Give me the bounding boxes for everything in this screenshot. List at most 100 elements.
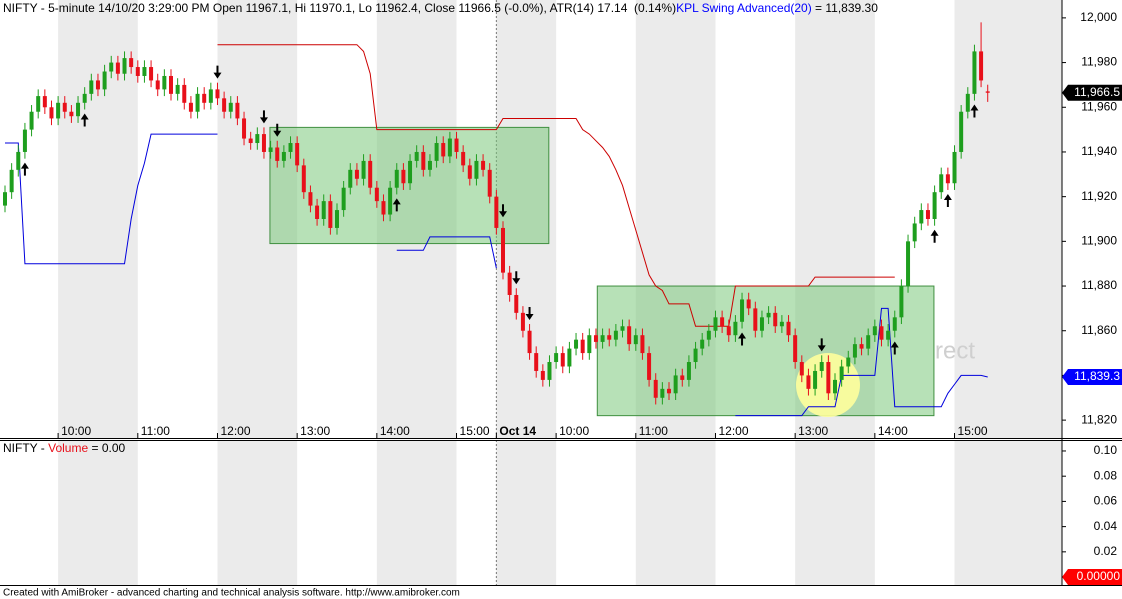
candle-body [547, 362, 552, 380]
zone-rect [269, 126, 550, 245]
y-tick-label: 11,960 [1081, 99, 1117, 113]
x-tick-label: 15:00 [460, 424, 490, 438]
candle-body [554, 353, 559, 363]
candle-body [746, 299, 751, 309]
candle-body [593, 335, 598, 342]
candle-body [952, 151, 957, 184]
candle-body [288, 143, 293, 152]
candle-body [866, 335, 871, 349]
candle-body [149, 67, 154, 81]
candle-body [162, 75, 167, 90]
candle-body [115, 62, 120, 74]
sell-arrow [499, 204, 507, 218]
pane-title: NIFTY - Volume = 0.00 [3, 441, 126, 455]
y-tick-label: 0.08 [1094, 468, 1118, 482]
candle-body [175, 84, 180, 94]
candle-body [235, 102, 240, 119]
candle-body [109, 62, 114, 72]
candle-body [939, 174, 944, 193]
price-tag-label: 11,966.5 [1074, 85, 1120, 99]
candle-body [447, 138, 452, 157]
candle-body [680, 375, 685, 380]
candle-body [255, 134, 260, 144]
candle-body [912, 223, 917, 242]
candle-body [607, 335, 612, 340]
sell-arrow [213, 65, 222, 79]
candle-body [813, 370, 818, 389]
candle-body [268, 147, 273, 152]
buy-arrow [890, 341, 899, 355]
session-shade [795, 440, 875, 585]
buy-arrow [80, 113, 89, 127]
candle-body [208, 89, 213, 103]
candle-body [852, 344, 857, 358]
candle-body [102, 71, 107, 90]
session-shade [954, 0, 1062, 438]
candle-body [454, 138, 459, 152]
candle-body [627, 326, 632, 345]
y-tick-label: 0.04 [1094, 519, 1118, 533]
candle-body [507, 272, 512, 295]
candle-body [3, 192, 7, 206]
candle-body [567, 348, 572, 367]
candle-body [155, 80, 160, 90]
x-tick-label: 11:00 [639, 424, 668, 438]
candle-body [527, 330, 532, 354]
buy-arrow [392, 198, 401, 212]
watermark: rect [935, 337, 975, 364]
buy-arrow [738, 332, 747, 346]
candle-body [713, 317, 718, 331]
candle-body [135, 67, 140, 76]
foreground-layer: 11,82011,84011,86011,88011,90011,92011,9… [3, 1, 1122, 586]
price-tag-label: 11,839.3 [1074, 369, 1120, 383]
candle-body [773, 312, 778, 327]
candle-body [686, 362, 691, 380]
candle-body [321, 201, 326, 219]
candle-body [799, 362, 804, 376]
session-shade [635, 440, 716, 585]
candle-body [514, 294, 519, 313]
candle-body [169, 75, 173, 94]
title-part: Volume [48, 441, 88, 455]
session-shade [496, 440, 557, 585]
pane-title: NIFTY - 5-minute 14/10/20 3:29:00 PM Ope… [3, 1, 878, 15]
candle-body [706, 330, 711, 340]
y-tick-label: 11,880 [1081, 278, 1117, 292]
candle-body [328, 201, 333, 228]
candle-body [839, 366, 844, 380]
candle-body [341, 187, 346, 211]
x-tick-label: 13:00 [798, 424, 828, 438]
price-tag [1062, 84, 1122, 101]
candle-body [766, 312, 771, 318]
candle-body [733, 321, 738, 336]
candle-body [520, 312, 525, 331]
candle-body [726, 326, 731, 336]
candle-body [600, 335, 605, 342]
x-tick-label: 11:00 [141, 424, 170, 438]
price-tag [1062, 569, 1122, 586]
candle-body [348, 169, 353, 188]
x-tick-label: 15:00 [958, 424, 988, 438]
candle-body [308, 192, 313, 206]
sell-arrow [259, 110, 268, 124]
indicator-line [5, 133, 988, 417]
candle-body [740, 299, 745, 322]
candle-body [892, 317, 897, 331]
candle-body [62, 102, 67, 112]
session-shade [954, 440, 1062, 585]
candle-body [361, 160, 366, 179]
candle-body [886, 330, 891, 340]
candle-body [42, 96, 47, 108]
candle-body [414, 151, 419, 161]
candle-body [441, 143, 446, 157]
candle-body [833, 379, 837, 394]
background-layer: rect [58, 0, 1062, 585]
x-tick-label: 14:00 [878, 424, 908, 438]
candle-body [819, 362, 824, 371]
candle-body [275, 147, 280, 161]
candle-body [242, 118, 247, 139]
candle-body [95, 80, 100, 90]
candle-body [653, 379, 658, 398]
x-tick-label: 10:00 [61, 424, 91, 438]
